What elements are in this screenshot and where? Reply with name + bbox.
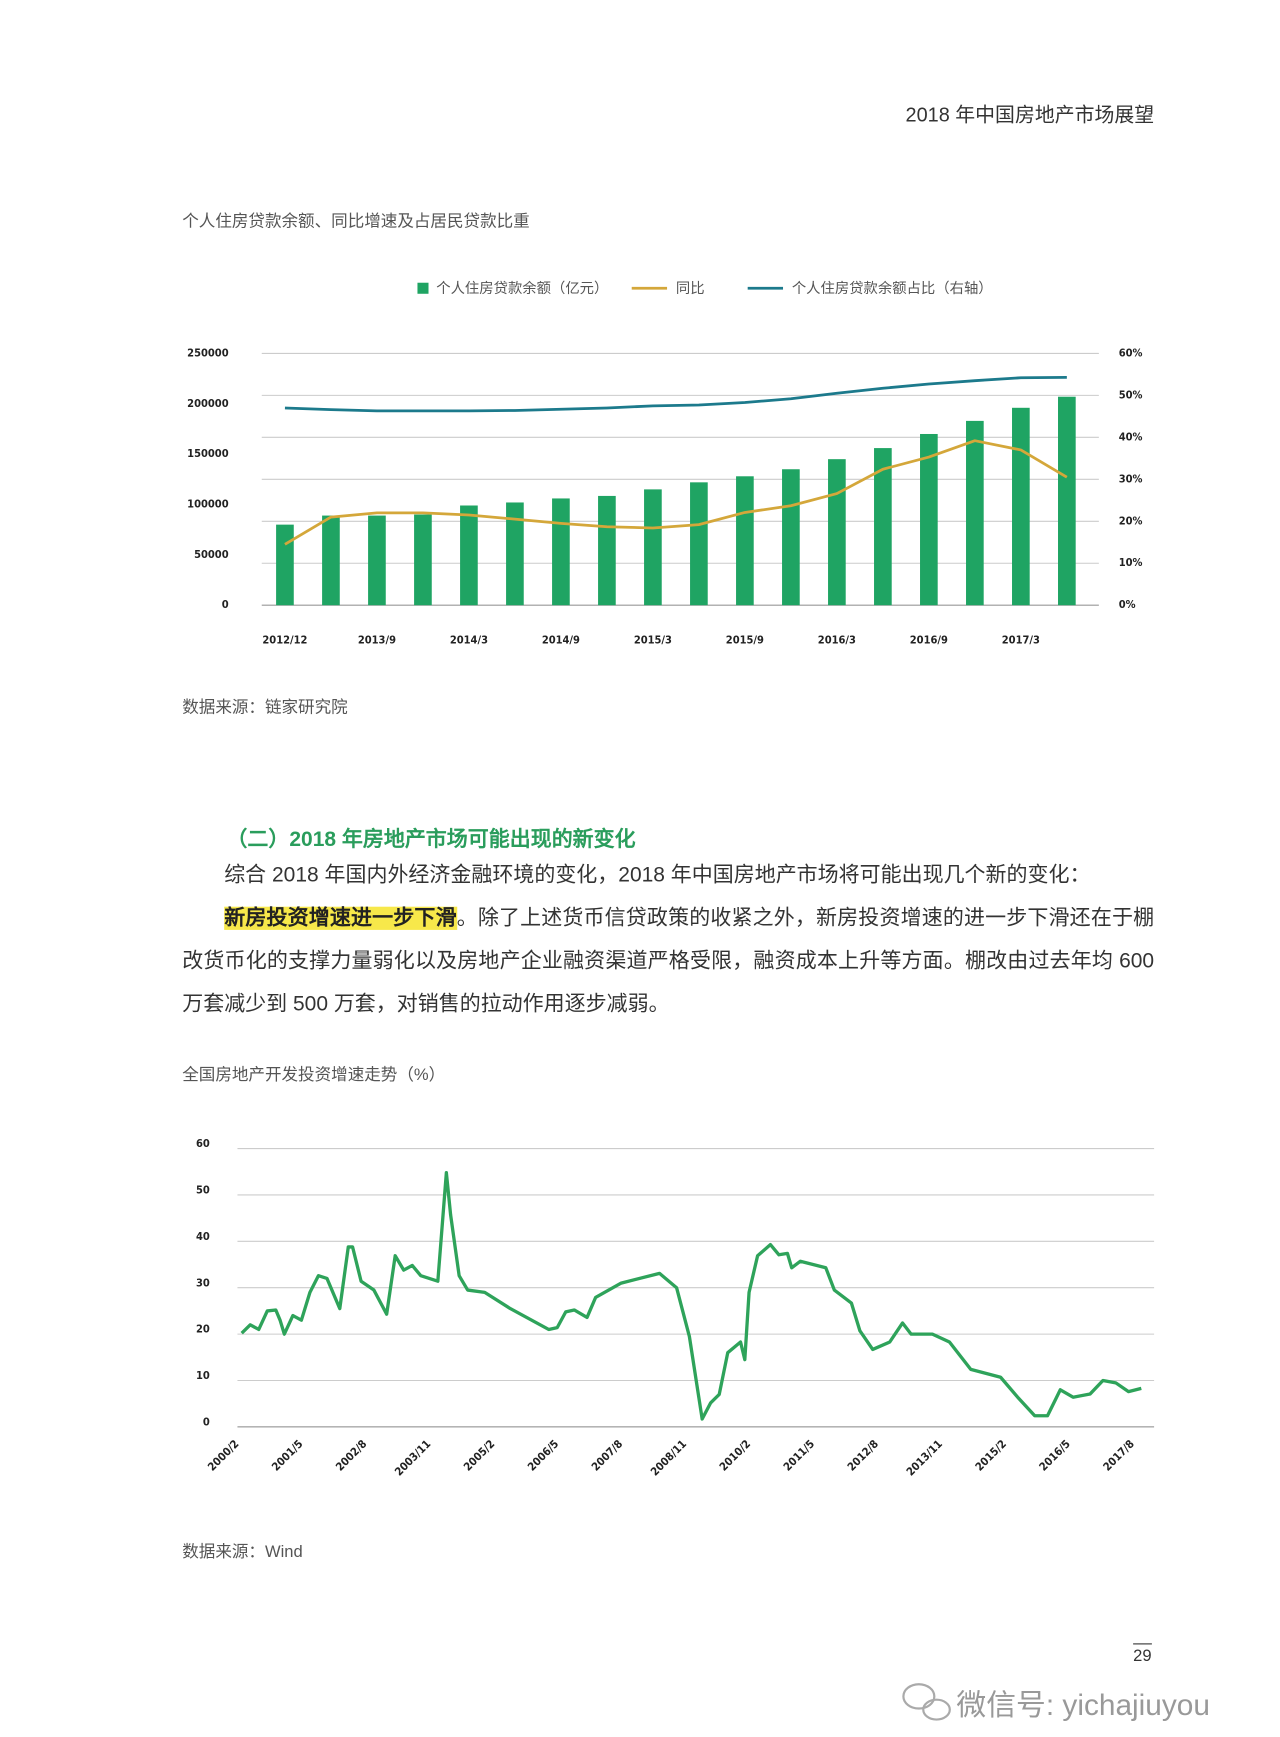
chart-title: 全国房地产开发投资增速走势（%） [182, 1065, 445, 1084]
bar [368, 515, 386, 606]
x-tick-label: 2001/5 [269, 1437, 305, 1473]
y-tick-label: 30 [196, 1276, 210, 1289]
x-tick-label: 2007/8 [589, 1437, 625, 1473]
y2-tick-label: 50% [1119, 388, 1143, 401]
x-tick-label: 2012/8 [845, 1437, 881, 1473]
x-tick-label: 2006/5 [525, 1437, 561, 1473]
x-tick-label: 2005/2 [461, 1437, 497, 1473]
bar [782, 469, 800, 606]
x-tick-label: 2015/9 [726, 634, 764, 647]
y2-tick-label: 30% [1119, 472, 1143, 485]
y-tick-label: 40 [196, 1230, 210, 1243]
x-tick-label: 2000/2 [205, 1437, 241, 1473]
bar [414, 514, 432, 606]
line [284, 439, 1068, 546]
y-tick-label: 60 [196, 1137, 210, 1150]
x-tick-label: 2016/5 [1037, 1437, 1073, 1473]
y2-tick-label: 40% [1119, 430, 1143, 443]
bar [598, 495, 616, 606]
y-tick-label: 10 [196, 1369, 210, 1382]
line [284, 375, 1067, 413]
bar [1058, 396, 1076, 606]
source: 数据来源：链家研究院 [182, 697, 347, 716]
y-tick-label: 200000 [187, 397, 229, 410]
x-tick-label: 2002/8 [333, 1437, 369, 1473]
x-tick-label: 2012/12 [262, 634, 307, 647]
x-tick-label: 2016/9 [910, 634, 948, 647]
x-tick-label: 2011/5 [781, 1437, 817, 1473]
legend-label: 同比 [676, 280, 705, 297]
bar [690, 482, 708, 606]
x-tick-label: 2013/11 [904, 1437, 945, 1478]
bar [552, 498, 570, 606]
source: 数据来源：Wind [182, 1542, 302, 1561]
y-tick-label: 100000 [187, 497, 229, 510]
bar [828, 459, 846, 606]
header-title: 2018 年中国房地产市场展望 [905, 103, 1155, 126]
bar [874, 448, 892, 606]
section-heading: （二）2018 年房地产市场可能出现的新变化 [226, 828, 636, 852]
paragraph-text: 综合 2018 年国内外经济金融环境的变化，2018 年中国房地产市场将可能出现… [224, 863, 1091, 887]
legend-swatch [417, 282, 429, 294]
watermark: 微信号: yichajiuyou [956, 1688, 1210, 1722]
bar [506, 502, 524, 606]
bar [322, 515, 340, 606]
y-tick-label: 0 [203, 1415, 210, 1428]
y2-tick-label: 10% [1119, 556, 1143, 569]
x-tick-label: 2008/11 [648, 1437, 689, 1478]
bar [644, 489, 662, 606]
y2-tick-label: 20% [1119, 514, 1143, 527]
x-tick-label: 2013/9 [358, 634, 396, 647]
bar [460, 505, 478, 606]
bar [920, 433, 938, 606]
x-tick-label: 2003/11 [392, 1437, 433, 1478]
y-tick-label: 0 [222, 598, 229, 611]
y2-tick-label: 0% [1119, 598, 1136, 611]
bar [966, 420, 984, 606]
line [240, 1171, 1142, 1421]
x-tick-label: 2017/8 [1101, 1437, 1137, 1473]
paragraph-text: 。除了上述货币信贷政策的收紧之外，新房投资增速的进一步下滑还在于棚改货币化的支撑… [182, 906, 1155, 1017]
bar [1012, 407, 1030, 606]
bar [276, 524, 294, 606]
chart-title: 个人住房贷款余额、同比增速及占居民贷款比重 [182, 211, 530, 230]
y-tick-label: 150000 [187, 447, 229, 460]
bar [736, 476, 754, 606]
page-number: 29 [1133, 1643, 1152, 1665]
y2-tick-label: 60% [1119, 346, 1143, 359]
x-tick-label: 2010/2 [717, 1437, 753, 1473]
x-tick-label: 2014/3 [450, 634, 488, 647]
highlight: 新房投资增速进一步下滑 [224, 906, 457, 930]
x-tick-label: 2017/3 [1002, 634, 1040, 647]
x-tick-label: 2015/3 [634, 634, 672, 647]
legend-label: 个人住房贷款余额占比（右轴） [792, 279, 993, 297]
paragraph: 新房投资增速进一步下滑。除了上述货币信贷政策的收紧之外，新房投资增速的进一步下滑… [182, 897, 1154, 1026]
y-tick-label: 50 [196, 1184, 210, 1197]
y-tick-label: 50000 [194, 548, 229, 561]
y-tick-label: 250000 [187, 346, 229, 359]
watermark-icon [902, 1683, 951, 1721]
paragraph: 综合 2018 年国内外经济金融环境的变化，2018 年中国房地产市场将可能出现… [182, 854, 1154, 897]
x-tick-label: 2014/9 [542, 634, 580, 647]
y-tick-label: 20 [196, 1323, 210, 1336]
x-tick-label: 2016/3 [818, 634, 856, 647]
legend-label: 个人住房贷款余额（亿元） [436, 279, 608, 297]
x-tick-label: 2015/2 [973, 1437, 1009, 1473]
